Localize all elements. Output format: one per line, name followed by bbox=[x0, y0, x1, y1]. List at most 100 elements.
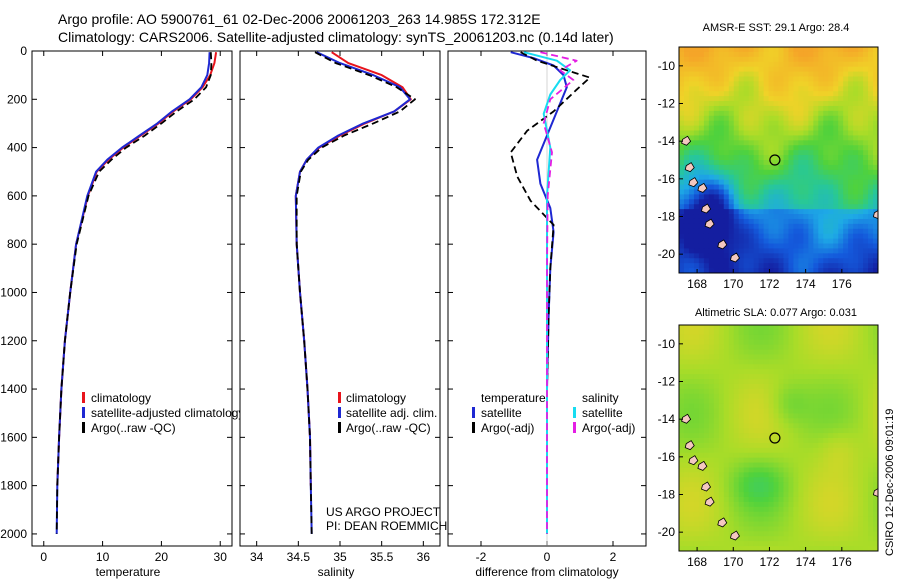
map-cell bbox=[713, 228, 720, 235]
map-cell bbox=[843, 413, 849, 419]
map-cell bbox=[773, 379, 780, 385]
map-cell bbox=[723, 120, 730, 127]
map-cell bbox=[728, 546, 735, 551]
map-cell bbox=[679, 501, 685, 508]
map-cell bbox=[828, 467, 834, 473]
map-cell bbox=[808, 511, 814, 518]
map-cell bbox=[808, 383, 814, 390]
map-cell bbox=[728, 164, 735, 171]
map-cell bbox=[713, 457, 720, 464]
map-cell bbox=[713, 209, 720, 215]
map-cell bbox=[718, 526, 725, 532]
map-cell bbox=[778, 204, 785, 210]
x-tick-label: 30 bbox=[214, 550, 228, 564]
map-cell bbox=[728, 541, 735, 547]
map-cell bbox=[728, 96, 735, 102]
map-cell bbox=[793, 501, 799, 508]
map-cell bbox=[738, 482, 745, 488]
map-cell bbox=[848, 482, 854, 488]
map-cell bbox=[798, 388, 804, 395]
map-cell bbox=[833, 194, 839, 200]
map-cell bbox=[828, 388, 834, 395]
map-cell bbox=[773, 140, 780, 146]
map-cell bbox=[828, 263, 834, 269]
map-cell bbox=[748, 354, 755, 360]
map-cell bbox=[743, 546, 750, 551]
map-cell bbox=[679, 56, 685, 63]
map-cell bbox=[698, 228, 705, 235]
map-cell bbox=[858, 511, 864, 518]
map-cell bbox=[708, 199, 715, 205]
legend-temp-argo-swatch bbox=[472, 422, 475, 433]
map-cell bbox=[698, 418, 705, 424]
legend-climatology-swatch bbox=[338, 392, 341, 403]
map-cell bbox=[763, 492, 770, 498]
map-cell bbox=[733, 135, 740, 141]
map-cell bbox=[773, 194, 780, 200]
map-cell bbox=[753, 71, 760, 78]
map-cell bbox=[783, 442, 790, 449]
map-cell bbox=[828, 501, 834, 508]
map-cell bbox=[838, 393, 844, 400]
map-cell bbox=[873, 433, 878, 439]
map-cell bbox=[753, 169, 760, 176]
map-cell bbox=[868, 374, 874, 380]
map-cell bbox=[833, 418, 839, 424]
map-cell bbox=[873, 218, 878, 225]
map-cell bbox=[783, 199, 790, 205]
map-cell bbox=[853, 155, 859, 161]
map-cell bbox=[753, 462, 760, 469]
map-cell bbox=[683, 150, 690, 156]
map-cell bbox=[833, 145, 839, 151]
map-cell bbox=[808, 140, 814, 146]
map-cell bbox=[788, 115, 795, 122]
map-cell bbox=[768, 457, 775, 464]
map-cell bbox=[768, 120, 775, 127]
map-cell bbox=[863, 541, 869, 547]
map-cell bbox=[763, 487, 770, 493]
map-cell bbox=[758, 130, 765, 137]
map-cell bbox=[868, 115, 874, 122]
map-cell bbox=[818, 243, 824, 250]
map-cell bbox=[853, 238, 859, 245]
map-cell bbox=[813, 71, 819, 78]
map-cell bbox=[693, 169, 700, 176]
map-cell bbox=[773, 66, 780, 73]
map-cell bbox=[783, 243, 790, 250]
map-cell bbox=[833, 496, 839, 503]
map-cell bbox=[788, 160, 795, 166]
map-cell bbox=[803, 101, 809, 107]
map-cell bbox=[868, 487, 874, 493]
map-cell bbox=[743, 253, 750, 259]
map-cell bbox=[733, 56, 740, 63]
map-cell bbox=[693, 388, 700, 395]
map-cell bbox=[683, 506, 690, 513]
map-cell bbox=[838, 66, 844, 73]
map-cell bbox=[873, 258, 878, 264]
map-cell bbox=[803, 258, 809, 264]
map-cell bbox=[738, 374, 745, 380]
map-cell bbox=[803, 155, 809, 161]
map-cell bbox=[708, 145, 715, 151]
map-cell bbox=[693, 354, 700, 360]
map-cell bbox=[753, 47, 760, 53]
temperature-legend: climatology satellite-adjusted climatolo… bbox=[82, 391, 244, 435]
map-cell bbox=[773, 521, 780, 528]
map-cell bbox=[828, 214, 834, 220]
map-cell bbox=[718, 223, 725, 230]
map-cell bbox=[758, 248, 765, 254]
map-cell bbox=[863, 218, 869, 225]
map-cell bbox=[763, 155, 770, 161]
map-cell bbox=[803, 61, 809, 68]
map-cell bbox=[718, 140, 725, 146]
map-cell bbox=[688, 86, 695, 92]
map-cell bbox=[853, 174, 859, 181]
map-cell bbox=[738, 408, 745, 415]
map-cell bbox=[743, 145, 750, 151]
map-cell bbox=[813, 258, 819, 264]
map-cell bbox=[698, 110, 705, 117]
map-cell bbox=[758, 150, 765, 156]
map-cell bbox=[723, 546, 730, 551]
map-cell bbox=[743, 204, 750, 210]
map-cell bbox=[748, 81, 755, 87]
